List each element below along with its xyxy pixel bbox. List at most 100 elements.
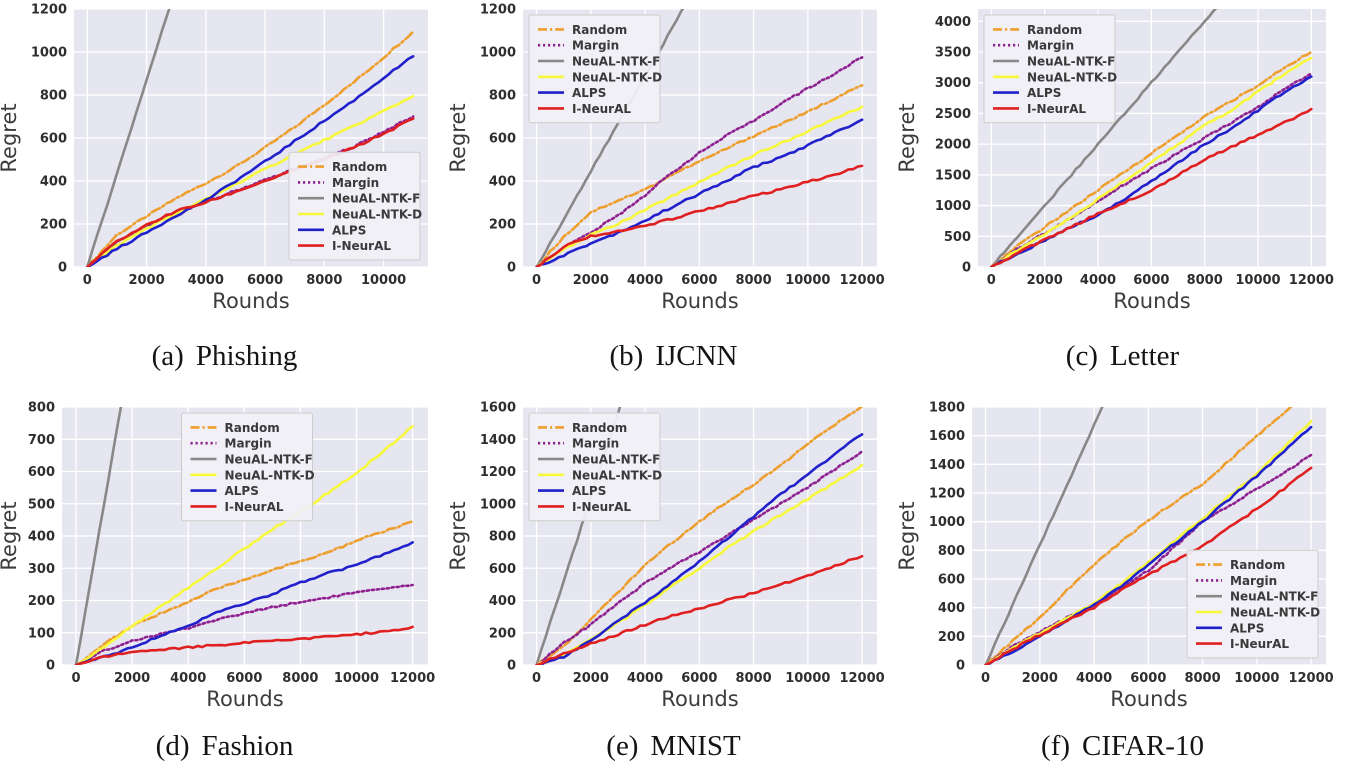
chart-row-bottom: 0 100 200 300 400 500 600 700 800 0 2000 4000 6000 80… xyxy=(0,398,1347,713)
caption-b-index: (b) xyxy=(609,340,644,372)
y-axis-label: Regret xyxy=(898,103,919,172)
legend-label-i-neural: I-NeurAL xyxy=(572,102,631,116)
series-line-i-neural xyxy=(86,117,415,267)
y-axis-label: Regret xyxy=(0,501,21,570)
x-tick-label: 12000 xyxy=(839,273,884,288)
legend-label-i-neural: I-NeurAL xyxy=(1027,102,1086,116)
caption-row-top: (a) Phishing (b) IJCNN (c) Letter xyxy=(0,315,1347,398)
y-tick-label: 1500 xyxy=(935,168,971,183)
y-tick-label: 600 xyxy=(28,465,55,480)
series-line-alps xyxy=(74,541,414,665)
subplot-a-caption: (a) Phishing xyxy=(0,340,449,373)
x-tick-label: 0 xyxy=(83,273,92,288)
x-tick-label: 0 xyxy=(987,273,996,288)
y-tick-label: 1200 xyxy=(480,3,516,18)
legend-label-i-neural: I-NeurAL xyxy=(1230,637,1289,651)
subplot-d: 0 100 200 300 400 500 600 700 800 0 2000 4000 6000 80… xyxy=(0,398,449,713)
x-tick-label: 6000 xyxy=(1130,671,1166,686)
y-tick-label: 400 xyxy=(489,594,516,609)
x-tick-label: 6000 xyxy=(681,671,717,686)
grid-lines xyxy=(74,8,428,268)
legend-label-alps: ALPS xyxy=(225,484,259,498)
y-tick-label: 200 xyxy=(28,594,55,609)
series-group xyxy=(74,407,414,665)
y-tick-label: 200 xyxy=(40,218,67,233)
x-axis-label: Rounds xyxy=(1110,687,1187,711)
legend-label-neual-ntk-d: NeuAL-NTK-D xyxy=(1027,70,1117,84)
x-tick-label: 0 xyxy=(532,671,541,686)
x-tick-label: 2000 xyxy=(573,273,609,288)
y-tick-label: 1600 xyxy=(480,401,516,416)
caption-c-index: (c) xyxy=(1065,340,1098,372)
series-line-alps xyxy=(990,75,1313,267)
legend-label-random: Random xyxy=(572,421,627,435)
y-tick-label: 1400 xyxy=(929,458,965,473)
series-group xyxy=(990,9,1313,267)
x-tick-label: 8000 xyxy=(1187,273,1223,288)
x-tick-label: 8000 xyxy=(282,671,318,686)
legend-label-margin: Margin xyxy=(1230,574,1277,588)
series-line-margin xyxy=(990,72,1313,267)
caption-row-bottom: (d) Fashion (e) MNIST (f) CIFAR-10 xyxy=(0,713,1347,780)
legend-label-neual-ntk-f: NeuAL-NTK-F xyxy=(1027,55,1115,69)
y-tick-label: 600 xyxy=(40,132,67,147)
series-line-random xyxy=(535,84,864,267)
caption-c-label: Letter xyxy=(1109,340,1180,372)
series-line-random xyxy=(86,30,415,267)
chart-e-canvas: 0 200 400 600 800 1000 1200 1400 1600 0 2000 4000 60… xyxy=(446,401,885,712)
grid-lines xyxy=(62,406,428,666)
x-tick-label: 2000 xyxy=(1022,671,1058,686)
y-tick-label: 300 xyxy=(28,562,55,577)
x-tick-label: 4000 xyxy=(627,671,663,686)
subplot-f-caption: (f) CIFAR-10 xyxy=(898,730,1347,763)
series-group xyxy=(984,407,1313,665)
caption-a-label: Phishing xyxy=(195,340,298,372)
x-tick-label: 8000 xyxy=(1184,671,1220,686)
caption-d-label: Fashion xyxy=(201,730,294,762)
x-tick-label: 0 xyxy=(981,671,990,686)
x-tick-label: 4000 xyxy=(627,273,663,288)
x-tick-label: 4000 xyxy=(188,273,224,288)
legend-label-random: Random xyxy=(1230,558,1285,572)
legend-label-margin: Margin xyxy=(225,437,272,451)
series-line-neual-ntk-d xyxy=(74,425,414,665)
legend-box xyxy=(181,412,313,522)
legend-label-i-neural: I-NeurAL xyxy=(332,239,391,253)
x-tick-label: 8000 xyxy=(735,671,771,686)
legend-box xyxy=(1186,549,1319,659)
subplot-e: 0 200 400 600 800 1000 1200 1400 1600 0 2000 4000 60… xyxy=(446,398,898,713)
legend-label-alps: ALPS xyxy=(572,86,606,100)
series-group xyxy=(535,9,864,267)
chart-a-canvas: 0 200 400 600 800 1000 1200 0 2000 4000 6000 8000 10… xyxy=(0,3,428,313)
legend-label-neual-ntk-f: NeuAL-NTK-F xyxy=(572,55,660,69)
x-tick-label: 6000 xyxy=(1133,273,1169,288)
x-tick-label: 10000 xyxy=(361,273,406,288)
series-line-i-neural xyxy=(535,164,864,267)
y-tick-label: 1000 xyxy=(929,515,965,530)
legend-label-neual-ntk-d: NeuAL-NTK-D xyxy=(225,468,315,482)
y-tick-label: 800 xyxy=(489,530,516,545)
y-tick-label: 500 xyxy=(944,230,971,245)
chart-f-canvas: 0 200 400 600 800 1000 1200 1400 1600 1800 0 2000 40… xyxy=(895,401,1334,712)
series-line-i-neural xyxy=(984,466,1313,665)
x-tick-label: 10000 xyxy=(334,671,379,686)
x-tick-label: 2000 xyxy=(128,273,164,288)
y-tick-label: 2500 xyxy=(935,107,971,122)
series-line-alps xyxy=(535,118,864,267)
y-tick-label: 0 xyxy=(962,261,971,276)
y-tick-label: 200 xyxy=(489,218,516,233)
series-line-margin xyxy=(74,583,414,665)
x-tick-label: 6000 xyxy=(247,273,283,288)
x-tick-label: 0 xyxy=(532,273,541,288)
y-tick-label: 400 xyxy=(40,175,67,190)
x-tick-label: 4000 xyxy=(1076,671,1112,686)
y-tick-label: 400 xyxy=(489,175,516,190)
caption-f-index: (f) xyxy=(1041,730,1071,762)
x-tick-label: 2000 xyxy=(114,671,150,686)
y-tick-label: 800 xyxy=(938,544,965,559)
legend-label-neual-ntk-f: NeuAL-NTK-F xyxy=(1230,590,1318,604)
legend-label-margin: Margin xyxy=(332,176,379,190)
legend-label-neual-ntk-d: NeuAL-NTK-D xyxy=(572,468,662,482)
y-tick-label: 200 xyxy=(938,630,965,645)
